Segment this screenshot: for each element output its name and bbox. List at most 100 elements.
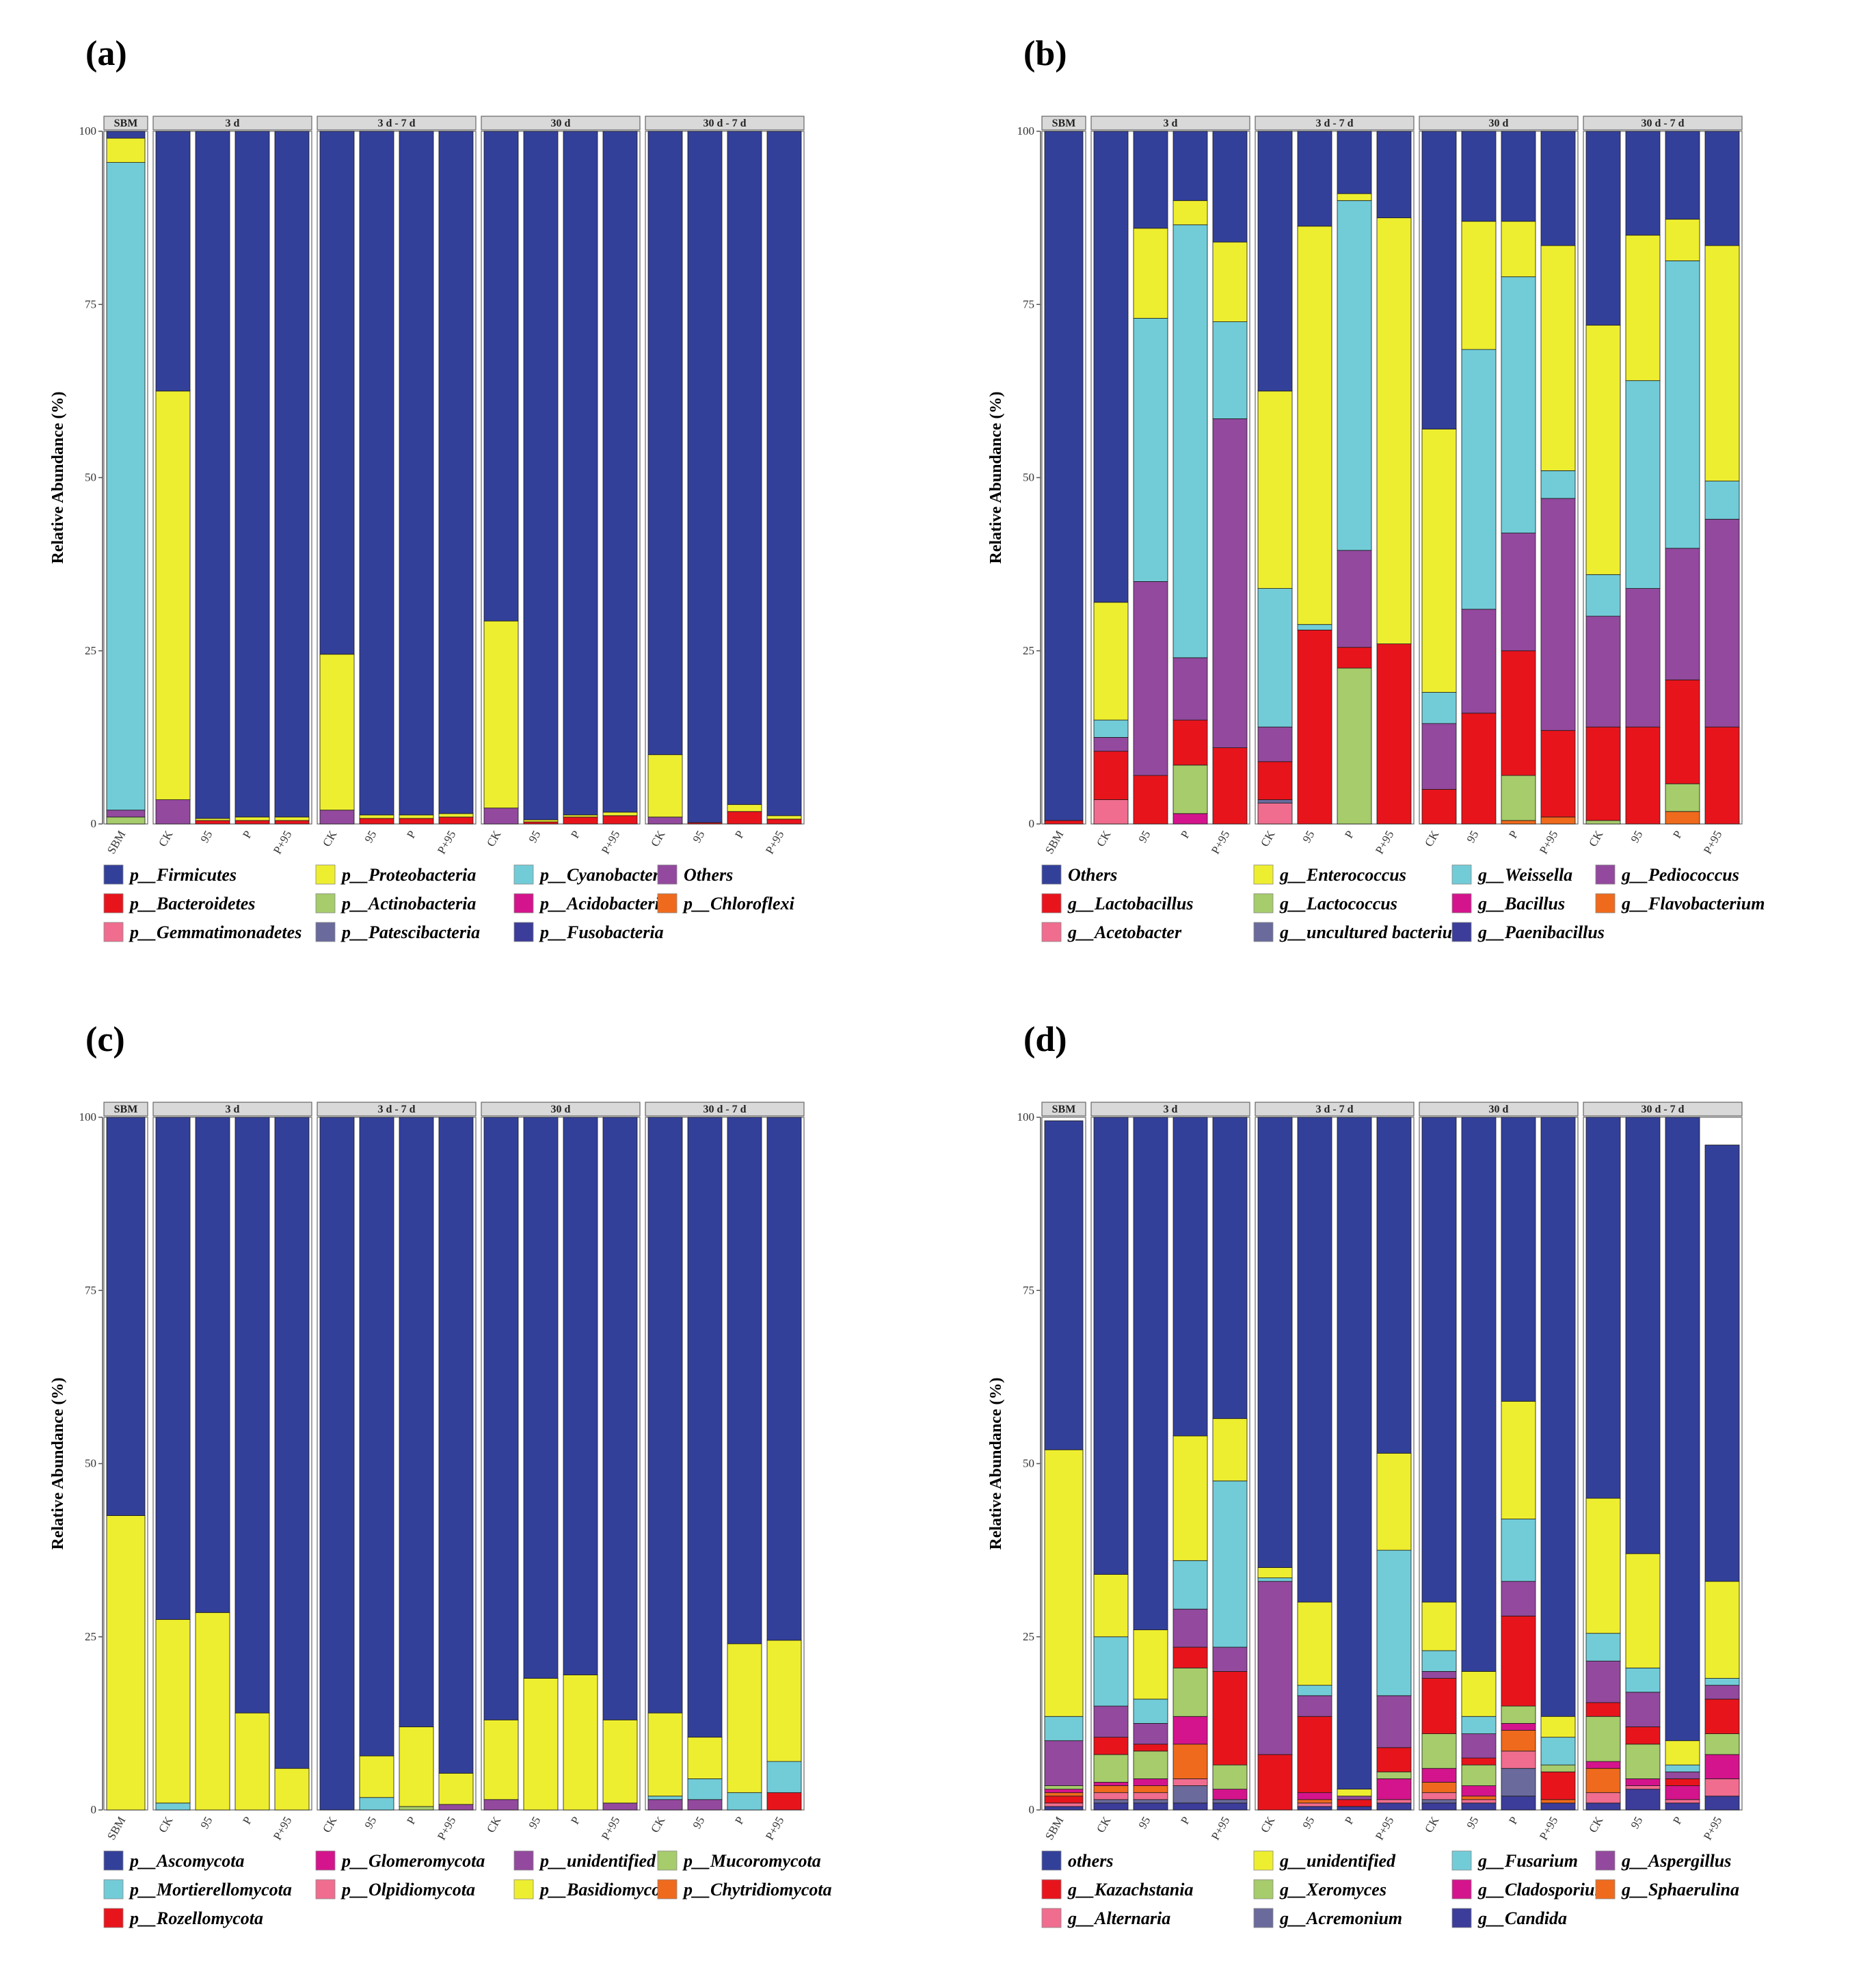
bar-segment-p-mortierellomycota <box>727 1792 762 1811</box>
bar-segment-g-unidentified <box>1376 1452 1412 1551</box>
bar-segment-p-proteobacteria <box>195 818 230 821</box>
bar-segment-p-proteobacteria <box>483 620 519 809</box>
y-tick-label: 50 <box>1023 1457 1034 1470</box>
bar-segment-g-lactobacillus <box>1093 751 1129 800</box>
bar-segment-g-lactobacillus <box>1625 726 1661 825</box>
legend-item-p-chloroflexi: p__Chloroflexi <box>657 893 795 914</box>
bar-segment-g-weissella <box>1257 588 1293 728</box>
bar-segment-g-enterococcus <box>1133 228 1168 319</box>
bar-segment-g-weissella <box>1540 470 1576 499</box>
x-tick-label: P+95 <box>1701 1815 1724 1843</box>
legend-label: p__Olpidiomycota <box>340 1880 475 1900</box>
bar-segment-g-lactobacillus <box>1337 647 1372 669</box>
bar-segment-g-kazachstania <box>1625 1727 1661 1745</box>
bar-segment-g-candida <box>1172 1802 1208 1811</box>
bar-3-d-7-d-95 <box>359 131 394 825</box>
bar-30-d-p <box>1501 131 1536 825</box>
bar-segment-g-aspergillus <box>1044 1740 1084 1786</box>
bar-segment-g-xeromyces <box>1212 1764 1248 1790</box>
bar-segment-g-aspergillus <box>1585 1660 1621 1703</box>
bar-segment-g-kazachstania <box>1585 1702 1621 1717</box>
y-axis-label: Relative Abundance (%) <box>49 1378 67 1550</box>
panel-b: (b) Relative Abundance (%) 0 25 50 75 100 SBM SB… <box>938 0 1876 986</box>
chart-svg-3: (d) Relative Abundance (%) 0 25 50 75 100 SBM SB… <box>987 1020 1743 1928</box>
bar-segment-g-enterococcus <box>1337 193 1372 201</box>
bar-segment-g-lactobacillus <box>1461 712 1497 825</box>
x-tick-label: CK <box>1094 828 1114 849</box>
bar-segment-g-pediococcus <box>1501 533 1536 652</box>
bar-segment-p-ascomycota <box>523 1117 559 1679</box>
bar-segment-others <box>1421 1117 1457 1603</box>
x-tick-label: P <box>568 829 582 841</box>
legend-swatch <box>103 893 124 914</box>
bar-segment-g-cladosporium <box>1172 1716 1208 1745</box>
x-tick-label: 95 <box>362 829 379 845</box>
bar-segment-g-lactobacillus <box>1665 679 1700 784</box>
bar-30-d-ck <box>1421 131 1457 825</box>
x-tick-label: P <box>1670 1815 1685 1827</box>
x-tick-label: P+95 <box>435 1815 458 1843</box>
bar-segment-p-proteobacteria <box>766 815 802 820</box>
legend-item-g-fusarium: g__Fusarium <box>1451 1850 1578 1871</box>
legend-swatch <box>103 922 124 942</box>
y-tick-label: 0 <box>1029 817 1035 830</box>
bar-segment-g-sphaerulina <box>1133 1785 1168 1794</box>
y-tick-label: 75 <box>1023 1283 1034 1296</box>
legend-swatch <box>513 893 534 914</box>
bar-segment-g-kazachstania <box>1665 1778 1700 1786</box>
bar-segment-p-ascomycota <box>766 1117 802 1641</box>
bar-30-d-95 <box>523 1117 559 1811</box>
bar-segment-g-cladosporium <box>1297 1792 1332 1800</box>
bar-segment-g-unidentified <box>1257 1567 1293 1579</box>
bar-segment-p-bacteroidetes <box>195 820 230 825</box>
bar-segment-g-candida <box>1044 1806 1084 1811</box>
bar-segment-others <box>1625 1117 1661 1554</box>
bar-segment-others <box>106 810 146 818</box>
facet-strip-label: 30 d - 7 d <box>1641 1104 1684 1115</box>
bar-segment-others <box>1461 131 1497 222</box>
legend-item-p-glomeromycota: p__Glomeromycota <box>315 1850 485 1871</box>
x-tick-label: P+95 <box>1209 829 1232 857</box>
bar-3-d-7-d-p <box>1337 1117 1372 1811</box>
bar-segment-others <box>1501 131 1536 222</box>
legend-label: g__Acremonium <box>1279 1908 1402 1928</box>
legend-label: g__unidentified <box>1279 1851 1396 1871</box>
bar-segment-g-enterococcus <box>1257 390 1293 589</box>
legend-label: g__Enterococcus <box>1279 865 1406 885</box>
x-tick-label: CK <box>1422 828 1442 849</box>
legend-item-p-gemmatimonadetes: p__Gemmatimonadetes <box>103 922 302 942</box>
bar-segment-others <box>647 816 683 825</box>
x-tick-label: CK <box>320 828 340 849</box>
bar-segment-p-ascomycota <box>155 1117 191 1620</box>
bar-segment-p-firmicutes <box>234 131 270 818</box>
panel-title: (b) <box>1023 34 1067 73</box>
bar-segment-others <box>1133 131 1168 229</box>
legend-label: Others <box>684 865 733 885</box>
facet-strip-sbm <box>103 1102 148 1117</box>
bar-30-d-ck <box>483 1117 519 1811</box>
bar-segment-g-bacillus <box>1172 813 1208 825</box>
facet-strip-30-d <box>481 1102 641 1117</box>
legend-swatch <box>315 922 336 942</box>
facet-strip-3-d <box>1090 116 1250 131</box>
bar-30-d-ck <box>483 131 519 825</box>
bar-segment-g-unidentified <box>1585 1497 1621 1634</box>
x-tick-label: P <box>404 829 418 841</box>
bar-30-d-7-d-p <box>727 131 762 825</box>
bar-segment-g-sphaerulina <box>1093 1785 1129 1794</box>
bar-3-d-7-d-p <box>1337 131 1372 825</box>
legend-item-others: Others <box>657 864 733 885</box>
x-tick-label: CK <box>1258 1814 1278 1835</box>
bar-segment-p-firmicutes <box>274 131 310 818</box>
facet-strip-3-d <box>152 116 312 131</box>
facet-strip-3-d-7-d <box>317 116 477 131</box>
legend-swatch <box>1595 893 1616 914</box>
bar-segment-p-bacteroidetes <box>234 820 270 825</box>
bar-segment-g-acremonium <box>1093 1799 1129 1804</box>
legend-swatch <box>1595 1879 1616 1900</box>
bar-segment-g-candida <box>1421 1802 1457 1811</box>
bar-segment-g-xeromyces <box>1585 1716 1621 1762</box>
x-tick-label: P <box>732 829 747 841</box>
bar-segment-g-unidentified <box>1501 1400 1536 1519</box>
bar-30-d-7-d-p-95 <box>1704 1145 1740 1811</box>
